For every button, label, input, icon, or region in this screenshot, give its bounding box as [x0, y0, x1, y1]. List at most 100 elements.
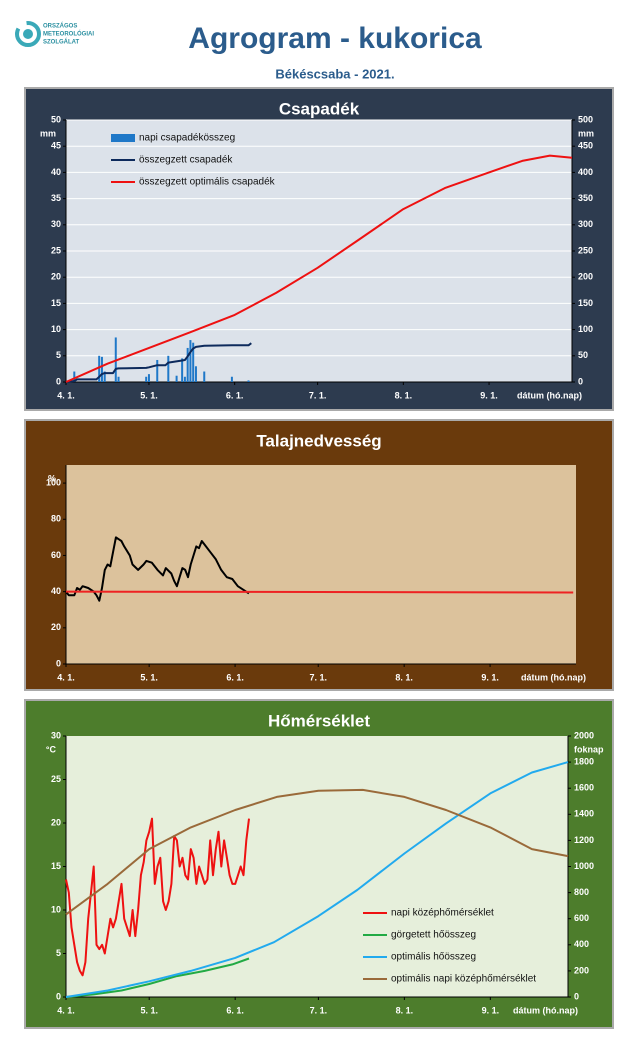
bar	[183, 376, 186, 382]
x-tick-label: 6. 1.	[226, 672, 244, 682]
y2-tick-label: 200	[574, 965, 589, 975]
x-axis-label: dátum (hó.nap)	[521, 672, 586, 682]
y2-tick-label: 150	[578, 298, 593, 308]
y2-tick-label: 1000	[574, 861, 594, 871]
x-tick-label: 7. 1.	[309, 672, 327, 682]
x-tick-label: 6. 1.	[226, 1005, 244, 1015]
x-tick-label: 4. 1.	[57, 1005, 75, 1015]
line	[65, 536, 250, 602]
y-tick-label: 10	[51, 324, 61, 334]
legend-label: napi csapadékösszeg	[139, 133, 235, 144]
bar	[73, 371, 76, 382]
y2-tick-label: 1200	[574, 835, 594, 845]
y-tick-label: 20	[51, 622, 61, 632]
y2-tick-label: 250	[578, 245, 593, 255]
y2-tick-label: 50	[578, 350, 588, 360]
logo: ORSZÁGOS METEOROLÓGIAI SZOLGÁLAT	[15, 21, 94, 47]
y-tick-label: 5	[56, 350, 61, 360]
x-tick-label: 9. 1.	[482, 1005, 500, 1015]
x-tick-label: 4. 1.	[57, 390, 75, 400]
line	[65, 817, 250, 977]
x-tick-label: 7. 1.	[310, 1005, 328, 1015]
page-subtitle: Békéscsaba - 2021.	[275, 66, 394, 81]
y2-tick-label: 0	[574, 991, 579, 1001]
x-tick-label: 5. 1.	[140, 1005, 158, 1015]
y-tick-label: 15	[51, 298, 61, 308]
y-tick-label: 0	[56, 991, 61, 1001]
bar	[175, 375, 178, 382]
bar	[181, 358, 184, 382]
y-tick-label: 35	[51, 193, 61, 203]
page-title: Agrogram - kukorica	[188, 22, 482, 55]
y2-tick-label: 450	[578, 141, 593, 151]
y2-tick-label: 1800	[574, 756, 594, 766]
y2-tick-label: 1600	[574, 783, 594, 793]
y2-tick-label: 400	[578, 167, 593, 177]
bar	[247, 380, 250, 382]
y2-tick-label: 200	[578, 272, 593, 282]
chart-title: Talajnedvesség	[256, 431, 381, 450]
y2-axis-label: mm	[578, 128, 594, 138]
legend-label: napi középhőmérséklet	[391, 908, 494, 919]
y2-tick-label: 500	[578, 114, 593, 124]
bar	[117, 376, 120, 382]
x-tick-label: 8. 1.	[396, 1005, 414, 1015]
y-tick-label: 80	[51, 514, 61, 524]
y2-tick-label: 400	[574, 939, 589, 949]
logo-text: SZOLGÁLAT	[43, 39, 80, 46]
y-tick-label: 40	[51, 586, 61, 596]
x-tick-label: 8. 1.	[395, 672, 413, 682]
logo-text: METEOROLÓGIAI	[43, 30, 94, 38]
y2-tick-label: 1400	[574, 809, 594, 819]
bar	[100, 356, 103, 382]
bar	[194, 366, 197, 382]
plot-area	[66, 465, 576, 664]
x-axis-label: dátum (hó.nap)	[513, 1005, 578, 1015]
y-tick-label: 45	[51, 141, 61, 151]
y-tick-label: 25	[51, 245, 61, 255]
chart-title: Csapadék	[279, 99, 360, 118]
y-tick-label: 100	[46, 477, 61, 487]
line	[65, 761, 569, 998]
x-tick-label: 6. 1.	[226, 390, 244, 400]
y-tick-label: 60	[51, 550, 61, 560]
y2-axis-label: foknap	[574, 744, 604, 754]
bar	[147, 374, 150, 382]
y-tick-label: 30	[51, 219, 61, 229]
y-axis-label: °C	[46, 744, 57, 754]
bar	[186, 347, 189, 382]
line	[65, 590, 574, 594]
legend-label: összegzett csapadék	[139, 155, 233, 166]
bar	[145, 376, 148, 382]
plot-area	[66, 736, 568, 997]
y2-tick-label: 350	[578, 193, 593, 203]
x-axis-label: dátum (hó.nap)	[517, 390, 582, 400]
line	[65, 957, 250, 998]
bar	[203, 371, 206, 382]
y2-tick-label: 600	[574, 913, 589, 923]
line	[65, 154, 573, 383]
x-tick-label: 9. 1.	[481, 672, 499, 682]
y-tick-label: 15	[51, 861, 61, 871]
y2-tick-label: 0	[578, 376, 583, 386]
bar	[156, 359, 159, 382]
y-tick-label: 0	[56, 376, 61, 386]
bar	[192, 342, 195, 382]
y-tick-label: 20	[51, 272, 61, 282]
line	[65, 788, 569, 916]
y-axis-label: mm	[40, 128, 56, 138]
y-tick-label: 10	[51, 904, 61, 914]
y-axis-label: %	[48, 473, 56, 483]
legend-label: optimális napi középhőmérséklet	[391, 974, 536, 985]
bar	[103, 371, 106, 382]
logo-text: ORSZÁGOS	[43, 23, 77, 30]
chart-title: Hőmérséklet	[268, 711, 370, 730]
y-tick-label: 25	[51, 774, 61, 784]
y-tick-label: 50	[51, 114, 61, 124]
bar	[167, 355, 170, 382]
x-tick-label: 7. 1.	[309, 390, 327, 400]
legend-label: görgetett hőösszeg	[391, 930, 476, 941]
bar	[189, 340, 192, 382]
y-tick-label: 20	[51, 817, 61, 827]
